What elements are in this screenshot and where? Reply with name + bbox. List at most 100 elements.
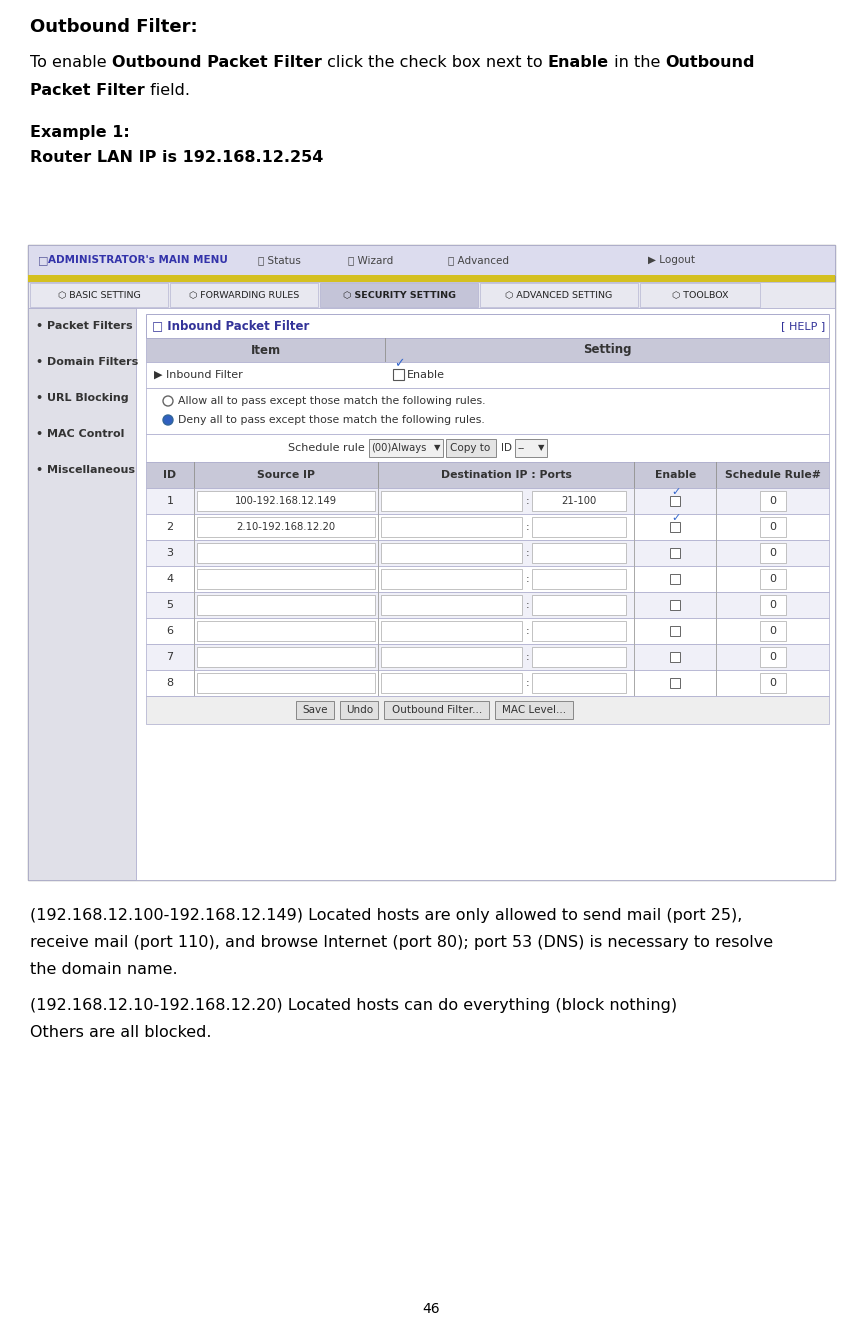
Bar — [197, 570, 375, 590]
Bar — [28, 308, 136, 880]
Text: [ HELP ]: [ HELP ] — [781, 321, 825, 331]
Bar — [296, 700, 334, 719]
Text: ⬡ BASIC SETTING: ⬡ BASIC SETTING — [58, 291, 141, 300]
Text: :: : — [526, 600, 530, 610]
Bar — [378, 462, 379, 488]
Bar — [146, 670, 829, 696]
Text: Deny all to pass except those match the following rules.: Deny all to pass except those match the … — [178, 415, 485, 426]
Text: ▶ Inbound Filter: ▶ Inbound Filter — [154, 370, 243, 380]
Bar — [28, 281, 835, 308]
Bar — [532, 595, 627, 615]
Bar — [532, 622, 627, 642]
Bar — [445, 439, 495, 458]
Bar — [28, 245, 835, 880]
Text: 5: 5 — [167, 600, 173, 610]
Text: 7: 7 — [167, 652, 173, 662]
Bar — [340, 700, 378, 719]
Text: ⬧ Wizard: ⬧ Wizard — [348, 255, 394, 265]
Bar — [532, 543, 627, 563]
Text: 0: 0 — [769, 574, 776, 584]
Bar — [671, 574, 680, 584]
Bar — [378, 644, 379, 670]
Text: :: : — [526, 626, 530, 636]
Text: 21-100: 21-100 — [562, 496, 596, 506]
Text: 2.10-192.168.12.20: 2.10-192.168.12.20 — [236, 522, 336, 532]
Text: 0: 0 — [769, 522, 776, 532]
Text: --: -- — [518, 443, 525, 454]
Text: (00)Always: (00)Always — [372, 443, 427, 454]
Text: Schedule rule: Schedule rule — [287, 443, 364, 454]
Bar — [197, 518, 375, 538]
Text: ⬧ Status: ⬧ Status — [258, 255, 301, 265]
Bar — [194, 618, 195, 644]
Bar — [671, 626, 680, 636]
Bar — [197, 543, 375, 563]
Bar — [378, 592, 379, 618]
Text: Item: Item — [250, 343, 280, 356]
Text: ⬡ ADVANCED SETTING: ⬡ ADVANCED SETTING — [506, 291, 613, 300]
Bar — [378, 488, 379, 514]
Bar — [381, 595, 521, 615]
Bar — [381, 543, 521, 563]
Text: (192.168.12.10-192.168.12.20) Located hosts can do everything (block nothing): (192.168.12.10-192.168.12.20) Located ho… — [30, 998, 677, 1013]
Text: Save: Save — [303, 704, 328, 715]
Text: ADMINISTRATOR's MAIN MENU: ADMINISTRATOR's MAIN MENU — [48, 255, 228, 265]
Text: field.: field. — [145, 83, 190, 97]
Text: the domain name.: the domain name. — [30, 962, 178, 976]
Text: ▼: ▼ — [538, 443, 544, 452]
Text: Router LAN IP is 192.168.12.254: Router LAN IP is 192.168.12.254 — [30, 149, 324, 165]
Bar — [671, 652, 680, 662]
Text: :: : — [526, 574, 530, 584]
Text: ✓: ✓ — [671, 514, 681, 523]
Bar — [759, 647, 785, 667]
Text: :: : — [526, 678, 530, 688]
Bar — [378, 514, 379, 540]
Bar — [716, 488, 717, 514]
Bar — [197, 672, 375, 692]
Bar — [716, 462, 717, 488]
Bar — [716, 540, 717, 566]
Text: :: : — [526, 548, 530, 558]
Bar — [136, 308, 835, 880]
Bar — [634, 488, 635, 514]
Text: in the: in the — [608, 55, 665, 69]
Bar — [759, 518, 785, 538]
Bar — [170, 283, 318, 307]
Text: ✓: ✓ — [394, 358, 405, 370]
Bar — [716, 592, 717, 618]
Text: 2: 2 — [167, 522, 173, 532]
Bar — [197, 491, 375, 511]
Bar — [146, 488, 829, 514]
Bar — [378, 540, 379, 566]
Bar — [716, 670, 717, 696]
Bar — [146, 514, 829, 540]
Bar — [634, 540, 635, 566]
Text: Outbound: Outbound — [665, 55, 754, 69]
Text: Undo: Undo — [346, 704, 373, 715]
Bar — [634, 644, 635, 670]
Bar — [495, 700, 573, 719]
Text: Outbound Packet Filter: Outbound Packet Filter — [111, 55, 322, 69]
Text: ⬡ SECURITY SETTING: ⬡ SECURITY SETTING — [343, 291, 456, 300]
Text: Enable: Enable — [407, 370, 445, 380]
Bar — [369, 439, 443, 458]
Bar — [28, 275, 835, 281]
Text: 0: 0 — [769, 652, 776, 662]
Bar — [197, 622, 375, 642]
Bar — [671, 548, 680, 558]
Bar — [194, 540, 195, 566]
Text: click the check box next to: click the check box next to — [322, 55, 547, 69]
Text: • MAC Control: • MAC Control — [36, 430, 124, 439]
Text: Outbound Filter...: Outbound Filter... — [392, 704, 482, 715]
Bar — [30, 283, 168, 307]
Text: 0: 0 — [769, 626, 776, 636]
Text: 6: 6 — [167, 626, 173, 636]
Text: 100-192.168.12.149: 100-192.168.12.149 — [235, 496, 337, 506]
Bar — [146, 434, 829, 462]
Bar — [146, 644, 829, 670]
Bar — [194, 670, 195, 696]
Bar — [480, 283, 638, 307]
Text: ID: ID — [163, 470, 176, 480]
Bar — [194, 644, 195, 670]
Text: • URL Blocking: • URL Blocking — [36, 394, 129, 403]
